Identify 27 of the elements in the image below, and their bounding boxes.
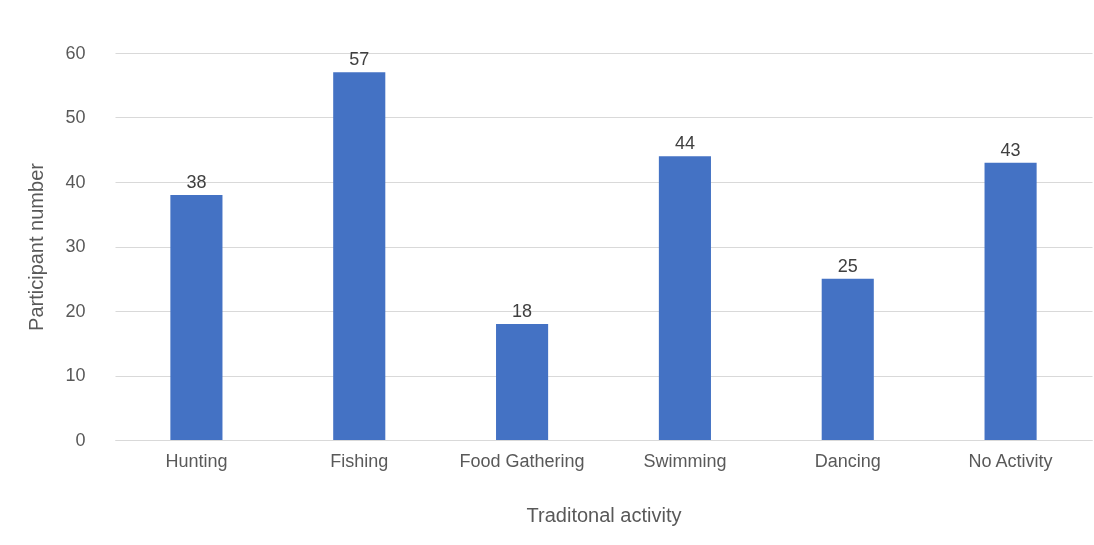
- y-tick-label: 60: [65, 42, 86, 63]
- y-tick-label: 30: [65, 236, 86, 256]
- data-label: 38: [186, 171, 207, 192]
- bar: [984, 162, 1037, 440]
- x-axis-title: Traditonal activity: [526, 503, 682, 526]
- y-tick-label: 10: [65, 365, 86, 385]
- x-tick-label: Dancing: [814, 450, 881, 471]
- bar: [170, 194, 223, 440]
- data-label: 25: [837, 255, 858, 276]
- data-label: 57: [349, 49, 370, 70]
- data-label: 43: [1000, 139, 1021, 160]
- y-axis-title: Participant number: [25, 162, 48, 331]
- bar: [333, 72, 386, 440]
- x-tick-label: Hunting: [165, 450, 228, 471]
- bar: [658, 156, 711, 440]
- x-tick-label: Fishing: [330, 450, 389, 471]
- x-tick-label: Swimming: [643, 450, 727, 471]
- y-tick-label: 40: [65, 171, 86, 192]
- bar: [496, 323, 549, 440]
- bar: [821, 278, 874, 440]
- data-label: 44: [674, 133, 695, 154]
- x-tick-label: Food Gathering: [459, 450, 585, 471]
- x-tick-label: No Activity: [968, 450, 1053, 471]
- y-tick-label: 20: [65, 300, 86, 321]
- data-label: 18: [512, 300, 533, 321]
- y-tick-label: 50: [65, 107, 86, 127]
- y-tick-label: 0: [75, 429, 86, 450]
